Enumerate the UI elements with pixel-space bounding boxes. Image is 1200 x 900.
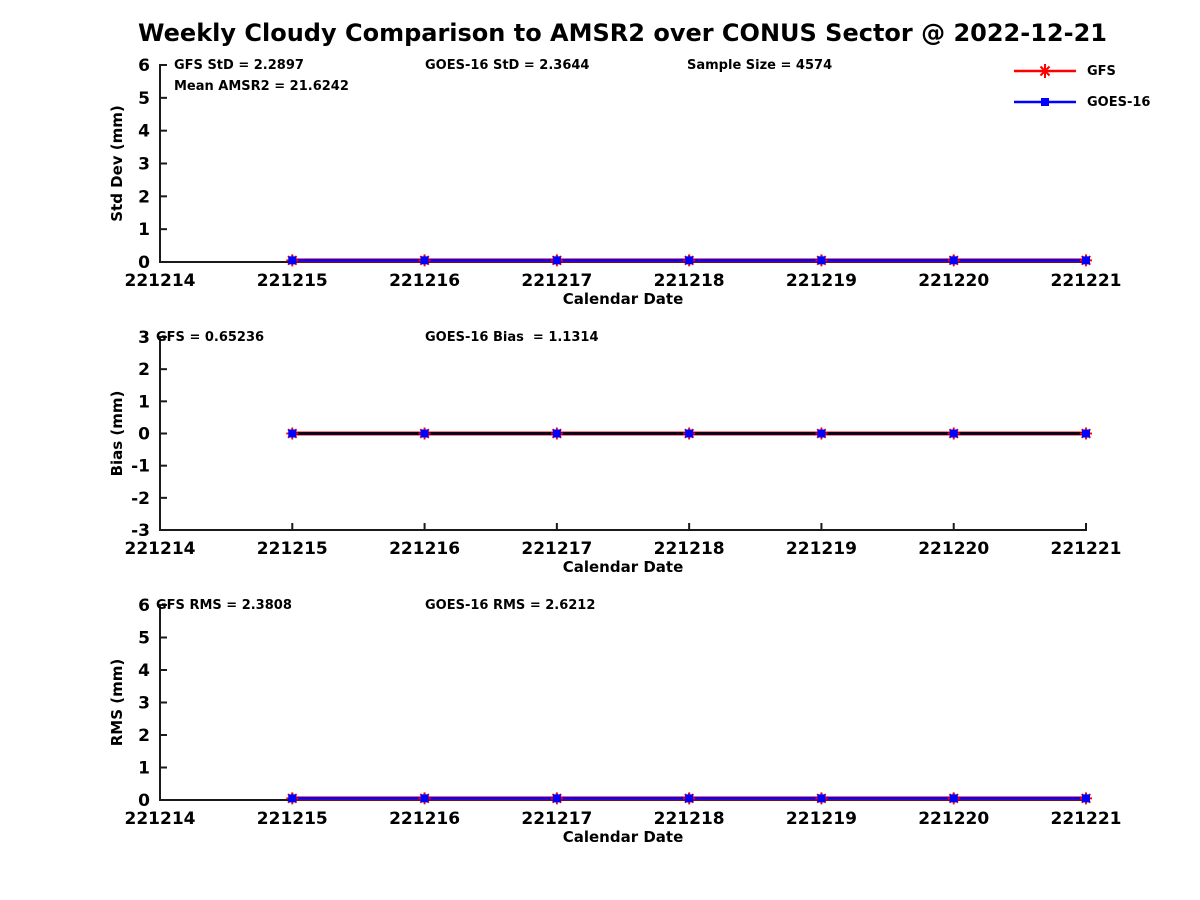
goes16-square-marker	[949, 256, 958, 265]
goes16-square-marker	[685, 794, 694, 803]
x-axis-label: Calendar Date	[563, 558, 684, 576]
y-tick-label: 3	[138, 328, 150, 348]
x-tick-label: 221216	[389, 539, 460, 559]
x-tick-label: 221214	[125, 539, 196, 559]
y-tick-label: -2	[131, 489, 150, 509]
x-tick-label: 221217	[521, 809, 592, 829]
goes16-square-marker	[1082, 256, 1090, 265]
x-tick-label: 221220	[918, 809, 989, 829]
x-tick-label: 221214	[125, 809, 196, 829]
y-tick-label: 6	[138, 596, 150, 616]
x-tick-label: 221219	[786, 539, 857, 559]
x-tick-label: 221221	[1051, 809, 1122, 829]
x-tick-label: 221215	[257, 271, 328, 291]
annotation: GFS StD = 2.2897	[174, 58, 304, 73]
goes16-square-marker	[817, 429, 826, 438]
x-tick-label: 221220	[918, 539, 989, 559]
goes16-square-marker	[817, 794, 826, 803]
annotation: GOES-16 Bias = 1.1314	[425, 330, 599, 345]
annotation: Sample Size = 4574	[687, 58, 832, 73]
x-tick-label: 221217	[521, 271, 592, 291]
y-tick-label: -3	[131, 521, 150, 541]
goes16-square-marker	[949, 429, 958, 438]
goes16-square-marker	[817, 256, 826, 265]
x-tick-label: 221216	[389, 809, 460, 829]
x-tick-label: 221216	[389, 271, 460, 291]
axis-spines	[159, 64, 1087, 263]
x-tick-label: 221219	[786, 809, 857, 829]
x-tick-label: 221221	[1051, 271, 1122, 291]
y-tick-label: 6	[138, 56, 150, 76]
y-tick-label: 0	[138, 425, 150, 445]
x-axis-label: Calendar Date	[563, 290, 684, 308]
y-tick-label: -1	[131, 457, 150, 477]
x-tick-label: 221221	[1051, 539, 1122, 559]
subplot-stddev: 0 1 2 3 4 5 6 221214 221215 221216 221217 221218 221…	[108, 56, 1121, 308]
y-tick-label: 1	[138, 392, 150, 412]
annotation: GFS RMS = 2.3808	[156, 598, 292, 613]
y-axis-label: Bias (mm)	[108, 391, 126, 477]
y-tick-label: 4	[138, 661, 150, 681]
x-tick-label: 221218	[654, 809, 725, 829]
axis-spines	[159, 604, 1087, 801]
annotation: GOES-16 RMS = 2.6212	[425, 598, 595, 613]
y-tick-label: 0	[138, 791, 150, 811]
x-tick-label: 221218	[654, 271, 725, 291]
x-tick-label: 221218	[654, 539, 725, 559]
x-tick-label: 221220	[918, 271, 989, 291]
goes16-square-marker	[1082, 794, 1090, 803]
x-tick-label: 221215	[257, 809, 328, 829]
legend-label-gfs: GFS	[1087, 63, 1116, 79]
y-tick-label: 2	[138, 187, 150, 207]
gfs-line-asterisk-icon	[1014, 64, 1076, 78]
y-tick-label: 5	[138, 89, 150, 109]
legend-label-goes16: GOES-16	[1087, 94, 1151, 110]
y-tick-label: 5	[138, 629, 150, 649]
y-tick-label: 1	[138, 759, 150, 779]
y-tick-label: 4	[138, 122, 150, 142]
x-axis-label: Calendar Date	[563, 828, 684, 846]
legend-item-gfs: GFS	[1012, 62, 1150, 80]
y-tick-label: 3	[138, 155, 150, 175]
subplot-bias: -3 -2 -1 0 1 2 3 221214 221215 221216 221217 221218…	[108, 328, 1121, 576]
x-tick-label: 221215	[257, 539, 328, 559]
legend: GFS GOES-16	[1012, 62, 1150, 111]
goes16-square-marker	[420, 429, 429, 438]
goes16-square-marker	[288, 256, 297, 265]
y-tick-label: 0	[138, 253, 150, 273]
goes16-line-square-icon	[1014, 98, 1076, 106]
legend-item-goes16: GOES-16	[1012, 93, 1150, 111]
annotation: Mean AMSR2 = 21.6242	[174, 79, 349, 94]
goes16-square-marker	[552, 429, 561, 438]
y-tick-label: 2	[138, 360, 150, 380]
goes16-square-marker	[288, 794, 297, 803]
subplot-rms: 0 1 2 3 4 5 6 221214 221215 221216 221217 221218 221…	[108, 596, 1121, 846]
x-tick-label: 221217	[521, 539, 592, 559]
x-tick-label: 221219	[786, 271, 857, 291]
y-tick-label: 1	[138, 220, 150, 240]
goes16-square-marker	[552, 794, 561, 803]
y-tick-label: 3	[138, 694, 150, 714]
annotation: GFS = 0.65236	[156, 330, 264, 345]
y-tick-label: 2	[138, 726, 150, 746]
goes16-square-marker	[685, 256, 694, 265]
goes16-square-marker	[420, 256, 429, 265]
y-axis-label: Std Dev (mm)	[108, 105, 126, 222]
x-tick-label: 221214	[125, 271, 196, 291]
goes16-square-marker	[420, 794, 429, 803]
goes16-square-marker	[685, 429, 694, 438]
annotation: GOES-16 StD = 2.3644	[425, 58, 589, 73]
goes16-square-marker	[949, 794, 958, 803]
goes16-square-marker	[1082, 429, 1090, 438]
chart-title: Weekly Cloudy Comparison to AMSR2 over C…	[138, 19, 1107, 47]
goes16-square-marker	[288, 429, 297, 438]
goes16-square-marker	[552, 256, 561, 265]
y-axis-label: RMS (mm)	[108, 659, 126, 746]
